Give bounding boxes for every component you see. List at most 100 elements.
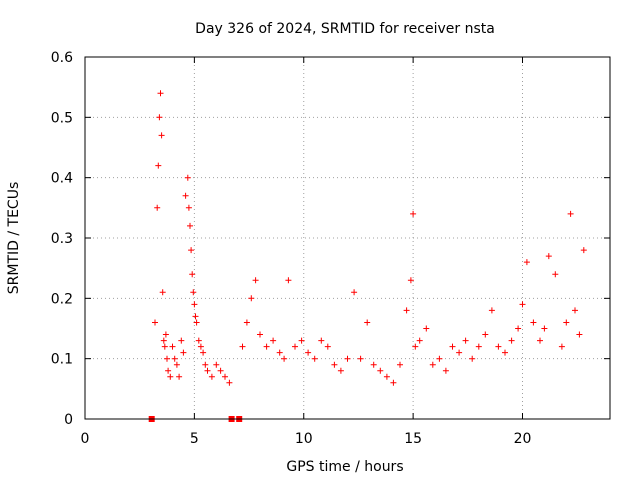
y-tick-label: 0.1	[51, 352, 73, 368]
data-point	[351, 289, 358, 296]
tick-layer	[84, 56, 610, 420]
data-point	[173, 361, 180, 368]
data-point	[572, 307, 578, 314]
data-point	[563, 319, 570, 326]
data-point	[324, 343, 331, 350]
data-point	[567, 210, 574, 217]
data-point	[158, 132, 165, 139]
data-point	[462, 337, 469, 344]
data-point	[370, 361, 377, 368]
data-point	[164, 355, 170, 362]
data-point	[541, 325, 548, 332]
data-point	[390, 379, 397, 386]
data-point	[469, 355, 476, 362]
data-point	[162, 331, 169, 338]
data-point	[165, 367, 172, 374]
data-point	[364, 319, 371, 326]
x-tick-label: 10	[295, 431, 313, 447]
data-point	[442, 367, 449, 374]
y-tick-label: 0	[64, 412, 73, 428]
data-point	[576, 331, 583, 338]
data-point	[285, 277, 292, 284]
data-point	[397, 361, 403, 368]
x-tick-label: 5	[190, 431, 199, 447]
data-point	[488, 307, 495, 314]
data-point	[416, 337, 423, 344]
y-tick-label: 0.3	[51, 231, 73, 247]
data-point	[407, 277, 414, 284]
y-axis-label: SRMTID / TECUs	[6, 182, 22, 295]
data-point	[222, 373, 228, 380]
data-point	[248, 295, 255, 302]
data-point	[217, 367, 224, 374]
data-point	[383, 373, 390, 380]
data-point	[197, 343, 204, 350]
data-point	[160, 337, 167, 344]
data-point	[208, 373, 215, 380]
data-point	[257, 331, 263, 338]
data-point	[558, 343, 565, 350]
x-tick-label: 0	[81, 431, 90, 447]
data-point	[495, 343, 502, 350]
data-point	[157, 90, 164, 97]
tick-labels: 0 0.1 0.2 0.3 0.4 0.5 0.6 0 5 10 15 20	[51, 50, 532, 447]
y-tick-label: 0.4	[51, 171, 73, 187]
data-point	[192, 313, 199, 320]
data-point	[154, 204, 161, 211]
data-point	[204, 367, 211, 374]
x-tick-label: 20	[514, 431, 532, 447]
x-axis-label: GPS time / hours	[286, 459, 403, 475]
data-point	[191, 301, 198, 308]
y-tick-label: 0.2	[51, 291, 73, 307]
grid-layer	[85, 57, 610, 419]
data-point	[530, 319, 537, 326]
data-point	[276, 349, 283, 356]
data-point	[403, 307, 410, 314]
data-point	[545, 253, 552, 260]
data-point	[456, 349, 463, 356]
data-point	[344, 355, 351, 362]
data-point	[475, 343, 482, 350]
data-point	[190, 289, 197, 296]
x-tick-label: 15	[404, 431, 422, 447]
data-point	[298, 337, 305, 344]
y-tick-label: 0.6	[51, 50, 73, 66]
data-point	[202, 361, 209, 368]
data-point	[580, 247, 587, 254]
data-point	[331, 361, 338, 368]
data-point	[213, 361, 220, 368]
data-point	[161, 343, 168, 350]
data-point	[377, 367, 384, 374]
data-point	[200, 349, 207, 356]
data-point	[537, 337, 543, 344]
data-point	[305, 349, 312, 356]
data-point	[243, 319, 250, 326]
data-point	[263, 343, 270, 350]
data-marks	[148, 90, 587, 422]
data-point	[318, 337, 325, 344]
data-point	[429, 361, 436, 368]
data-point	[357, 355, 364, 362]
data-point	[410, 210, 417, 217]
data-point	[292, 343, 298, 350]
plot-frame	[84, 56, 611, 420]
data-point	[187, 222, 193, 229]
data-point	[337, 367, 344, 374]
y-tick-label: 0.5	[51, 110, 73, 126]
data-point	[270, 337, 277, 344]
data-point	[159, 289, 166, 296]
data-point	[515, 325, 522, 332]
data-point	[188, 247, 195, 254]
data-point	[449, 343, 456, 350]
data-point	[189, 271, 196, 278]
data-point	[239, 343, 246, 350]
data-point	[482, 331, 489, 338]
data-point	[185, 204, 192, 211]
data-point	[176, 373, 183, 380]
chart-title: Day 326 of 2024, SRMTID for receiver nst…	[195, 21, 495, 37]
data-point	[226, 379, 233, 386]
data-point	[169, 343, 176, 350]
data-point	[436, 355, 443, 362]
data-point	[281, 355, 288, 362]
